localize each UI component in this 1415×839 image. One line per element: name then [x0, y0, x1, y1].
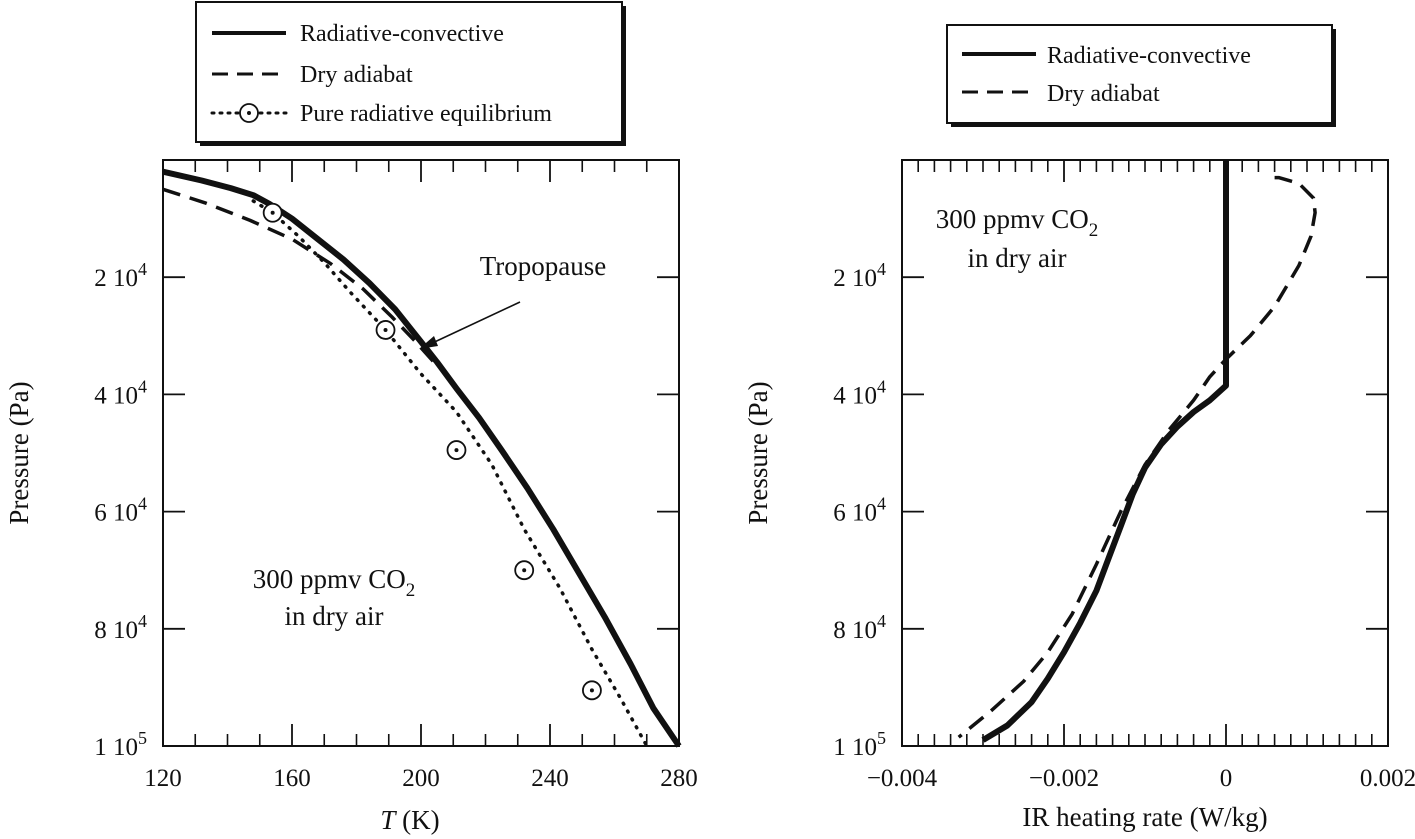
left-legend-marker-dot	[247, 111, 251, 115]
left-co2-annotation-line1: 300 ppmv CO2	[253, 564, 416, 601]
right-y-tick-labels: 2 104 4 104 6 104 8 104 1 105	[833, 259, 886, 761]
left-x-tick-label: 240	[531, 765, 569, 792]
right-legend-label-radiative-convective: Radiative-convective	[1047, 43, 1251, 69]
pure-radiative-marker-center	[522, 568, 527, 573]
right-series-layer	[957, 160, 1317, 743]
left-x-tick-label: 120	[144, 765, 182, 792]
left-x-tick-label: 200	[402, 765, 440, 792]
tropopause-arrow-head	[419, 336, 438, 349]
left-y-tick-label: 8 104	[94, 611, 147, 644]
right-y-tick-label: 6 104	[833, 494, 886, 527]
right-x-tick-label: −0.004	[867, 765, 938, 792]
left-legend-label-pure-radiative: Pure radiative equilibrium	[300, 101, 552, 127]
pure-radiative-marker-center	[270, 210, 275, 215]
left-y-tick-label: 2 104	[94, 259, 147, 292]
left-x-tick-label: 160	[273, 765, 311, 792]
left-x-tick-labels: 120 160 200 240 280	[144, 765, 698, 792]
left-chart-panel: 120 160 200 240 280 2 104 4 104 6 104 8 104 1 10…	[4, 1, 698, 835]
left-x-axis-label: T (K)	[380, 805, 439, 835]
right-co2-annotation-line1: 300 ppmv CO2	[936, 204, 1099, 241]
left-legend-box	[195, 1, 623, 143]
left-series-radiative-convective	[162, 168, 682, 748]
right-legend-label-dry-adiabat: Dry adiabat	[1047, 81, 1160, 107]
left-series-layer	[162, 168, 682, 748]
right-legend: Radiative-convective Dry adiabat	[946, 24, 1336, 127]
left-x-tick-label: 280	[660, 765, 698, 792]
right-y-tick-label: 4 104	[833, 376, 886, 409]
left-series-pure-radiative-equilibrium	[251, 199, 649, 748]
pure-radiative-marker-center	[383, 327, 388, 332]
tropopause-arrow-shaft	[425, 301, 521, 347]
right-y-axis-label: Pressure (Pa)	[743, 381, 773, 524]
left-legend-label-radiative-convective: Radiative-convective	[300, 21, 504, 47]
left-plot-frame	[162, 159, 680, 747]
left-co2-annotation-line2: in dry air	[285, 601, 384, 631]
right-x-tick-label: 0.002	[1360, 765, 1415, 792]
right-axis-ticks	[901, 160, 1389, 747]
tropopause-label: Tropopause	[480, 251, 607, 281]
right-chart-panel: −0.004 −0.002 0 0.002 2 104 4 104 6 104 8 104 1…	[743, 24, 1415, 832]
right-x-tick-labels: −0.004 −0.002 0 0.002	[867, 765, 1415, 792]
left-y-axis-label: Pressure (Pa)	[4, 381, 34, 524]
right-legend-box	[946, 24, 1333, 124]
left-y-tick-label: 1 105	[94, 728, 147, 761]
right-y-tick-label: 2 104	[833, 259, 886, 292]
left-y-tick-label: 4 104	[94, 376, 147, 409]
left-y-tick-label: 6 104	[94, 494, 147, 527]
left-axis-ticks	[162, 160, 680, 747]
right-y-tick-label: 8 104	[833, 611, 886, 644]
right-co2-annotation-line2: in dry air	[968, 243, 1067, 273]
left-y-tick-labels: 2 104 4 104 6 104 8 104 1 105	[94, 259, 147, 761]
right-series-dry-adiabat	[957, 175, 1317, 739]
right-x-tick-label: −0.002	[1029, 765, 1099, 792]
left-series-dry-adiabat	[162, 187, 436, 364]
left-legend-label-dry-adiabat: Dry adiabat	[300, 62, 413, 88]
right-y-tick-label: 1 105	[833, 728, 886, 761]
right-series-radiative-convective	[981, 160, 1229, 743]
right-x-axis-label: IR heating rate (W/kg)	[1022, 802, 1267, 832]
left-legend: Radiative-convective Dry adiabat Pure ra…	[195, 1, 626, 146]
right-x-tick-label: 0	[1220, 765, 1233, 792]
pure-radiative-marker-center	[589, 688, 594, 693]
pure-radiative-marker-center	[454, 448, 459, 453]
